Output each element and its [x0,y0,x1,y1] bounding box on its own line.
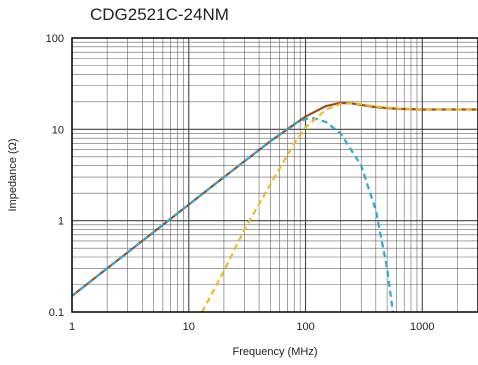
chart-title: CDG2521C-24NM [90,5,229,24]
y-tick-label: 0.1 [49,307,64,319]
series-line-3 [201,102,478,313]
series-line-2 [71,117,394,313]
plot-frame [71,37,478,313]
y-tick-label: 1 [58,216,64,228]
y-tick-label: 10 [52,124,64,136]
x-axis-label: Frequency (MHz) [233,346,318,358]
minor-grid [72,38,478,312]
x-tick-label: 10 [183,321,195,333]
y-axis-label: Impedance (Ω) [7,138,19,211]
x-tick-label: 1 [69,321,75,333]
x-tick-labels: 1 10 100 1000 [69,321,435,333]
y-tick-label: 100 [46,33,64,45]
x-tick-label: 100 [296,321,314,333]
series-layer [71,101,478,313]
x-tick-label: 1000 [410,321,434,333]
y-tick-labels: 0.1 1 10 100 [46,33,64,319]
